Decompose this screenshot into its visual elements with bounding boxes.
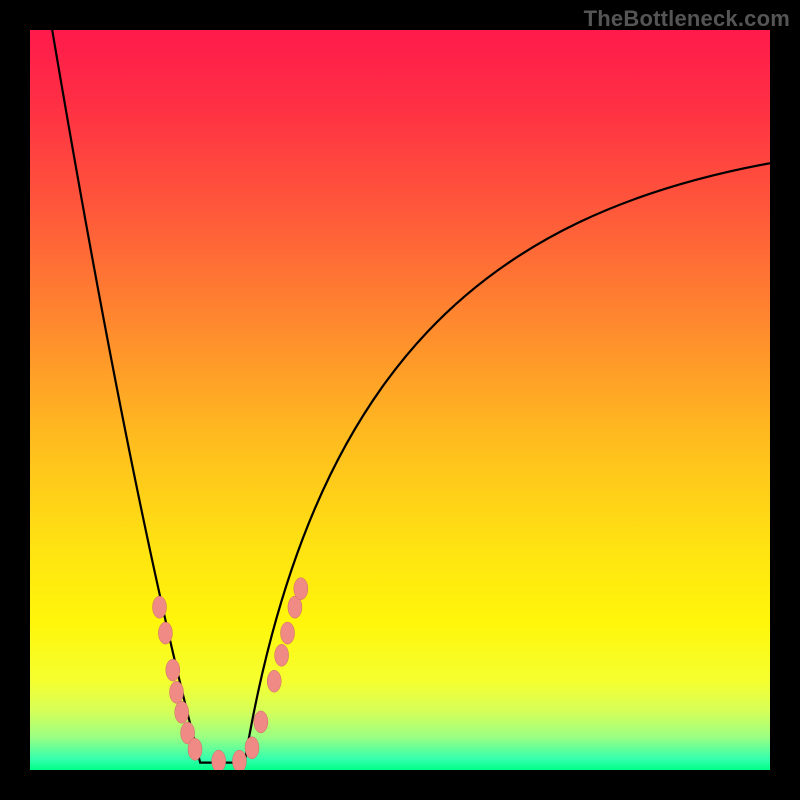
gradient-background (30, 30, 770, 770)
curve-marker (212, 750, 226, 770)
chart-stage: TheBottleneck.com (0, 0, 800, 800)
curve-marker (281, 622, 295, 644)
curve-marker (188, 738, 202, 760)
curve-marker (158, 622, 172, 644)
curve-marker (294, 578, 308, 600)
curve-marker (153, 596, 167, 618)
curve-marker (232, 750, 246, 770)
curve-marker (267, 670, 281, 692)
curve-marker (170, 681, 184, 703)
curve-marker (275, 644, 289, 666)
watermark-text: TheBottleneck.com (584, 6, 790, 32)
curve-marker (175, 701, 189, 723)
bottleneck-v-curve-chart (30, 30, 770, 770)
curve-marker (254, 711, 268, 733)
curve-marker (245, 737, 259, 759)
curve-marker (166, 659, 180, 681)
